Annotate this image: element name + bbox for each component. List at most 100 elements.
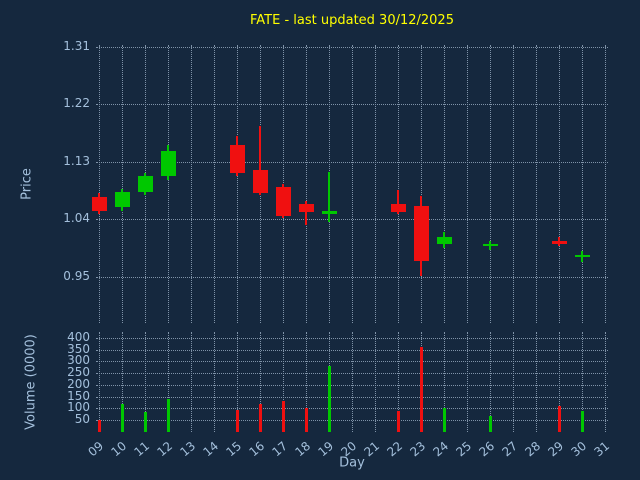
gridline-day — [605, 45, 606, 323]
gridline-volume — [96, 420, 608, 422]
gridline-day — [99, 332, 100, 432]
volume-bar — [397, 410, 400, 432]
candle-wick — [305, 200, 307, 226]
volume-tick-label: 300 — [67, 353, 90, 368]
gridline-day — [490, 332, 491, 432]
gridline-price — [96, 46, 608, 48]
candle-body — [115, 191, 130, 208]
volume-tick-label: 100 — [67, 400, 90, 415]
volume-bar — [282, 401, 285, 432]
chart-title: FATE - last updated 30/12/2025 — [250, 13, 454, 28]
gridline-day — [398, 45, 399, 323]
volume-bar — [328, 366, 331, 432]
gridline-price — [96, 219, 608, 221]
volume-bar — [489, 415, 492, 432]
gridline-day — [99, 45, 100, 323]
candle-body — [552, 241, 567, 244]
gridline-day — [398, 332, 399, 432]
gridline-day — [191, 332, 192, 432]
gridline-volume — [96, 361, 608, 363]
gridline-day — [536, 45, 537, 323]
volume-bar — [305, 408, 308, 432]
gridline-day — [444, 332, 445, 432]
volume-bar — [236, 409, 239, 432]
gridline-day — [513, 332, 514, 432]
gridline-day — [214, 332, 215, 432]
candle-body — [92, 197, 107, 212]
gridline-day — [490, 45, 491, 323]
volume-tick-label: 400 — [67, 329, 90, 344]
gridline-day — [168, 45, 169, 323]
price-tick-label: 1.13 — [63, 153, 90, 168]
gridline-day — [536, 332, 537, 432]
volume-tick-label: 150 — [67, 388, 90, 403]
gridline-day — [191, 45, 192, 323]
gridline-day — [444, 45, 445, 323]
gridline-volume — [96, 349, 608, 351]
candle-wick — [328, 171, 330, 223]
candle-body — [322, 210, 337, 214]
gridline-day — [214, 45, 215, 323]
gridline-volume — [96, 396, 608, 398]
gridline-day — [237, 332, 238, 432]
candle-body — [391, 204, 406, 212]
gridline-day — [168, 332, 169, 432]
gridline-day — [559, 45, 560, 323]
gridline-day — [559, 332, 560, 432]
gridline-day — [375, 45, 376, 323]
volume-tick-label: 50 — [74, 412, 90, 427]
gridline-volume — [96, 384, 608, 386]
price-tick-label: 1.04 — [63, 211, 90, 226]
gridline-day — [306, 45, 307, 323]
gridline-volume — [96, 337, 608, 339]
gridline-day — [122, 332, 123, 432]
volume-bar — [144, 412, 147, 432]
candle-body — [437, 237, 452, 245]
gridline-day — [306, 332, 307, 432]
candle-wick — [397, 190, 399, 214]
volume-bar — [259, 403, 262, 432]
gridline-volume — [96, 408, 608, 410]
candle-body — [138, 176, 153, 192]
volume-bar — [121, 403, 124, 432]
gridline-day — [375, 332, 376, 432]
volume-bar — [420, 347, 423, 432]
price-axis-label: Price — [19, 168, 35, 200]
candle-body — [414, 206, 429, 261]
volume-bar — [558, 406, 561, 432]
gridline-price — [96, 276, 608, 278]
volume-bar — [581, 410, 584, 432]
volume-axis-label: Volume (0000) — [23, 334, 39, 430]
gridline-day — [605, 332, 606, 432]
volume-bar — [167, 399, 170, 432]
volume-bar — [443, 408, 446, 432]
gridline-day — [352, 332, 353, 432]
price-tick-label: 1.31 — [63, 38, 90, 53]
candle-body — [276, 186, 291, 216]
gridline-day — [352, 45, 353, 323]
volume-tick-label: 350 — [67, 341, 90, 356]
candle-body — [161, 151, 176, 176]
price-tick-label: 1.22 — [63, 96, 90, 111]
volume-bar — [98, 420, 101, 432]
price-tick-label: 0.95 — [63, 268, 90, 283]
gridline-day — [145, 332, 146, 432]
gridline-price — [96, 161, 608, 163]
volume-tick-label: 200 — [67, 376, 90, 391]
candle-wick — [259, 126, 261, 195]
gridline-day — [513, 45, 514, 323]
gridline-day — [467, 45, 468, 323]
gridline-day — [467, 332, 468, 432]
gridline-day — [260, 332, 261, 432]
gridline-day — [582, 45, 583, 323]
gridline-volume — [96, 373, 608, 375]
candle-body — [483, 243, 498, 246]
candle-body — [575, 254, 590, 258]
x-axis-label: Day — [339, 455, 365, 471]
gridline-day — [283, 332, 284, 432]
gridline-day — [122, 45, 123, 323]
gridline-day — [421, 45, 422, 323]
gridline-price — [96, 104, 608, 106]
candle-body — [253, 170, 268, 193]
